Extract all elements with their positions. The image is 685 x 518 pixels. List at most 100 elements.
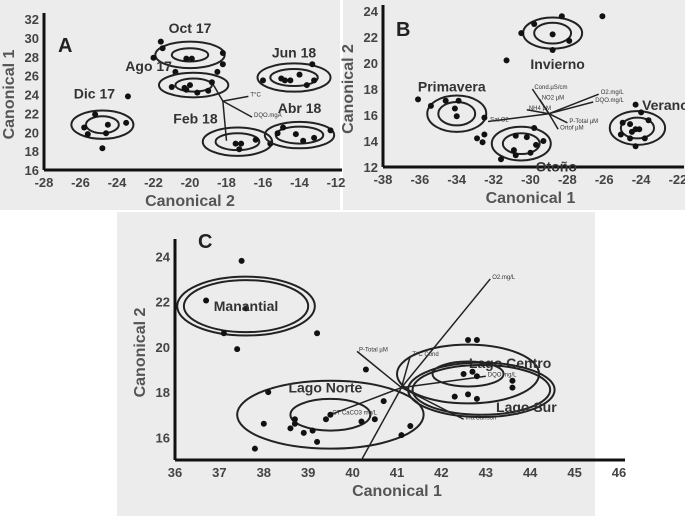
- group-label: Feb 18: [173, 111, 218, 127]
- confidence-ellipse-outer: [263, 120, 336, 150]
- data-point: [327, 411, 334, 418]
- data-point: [527, 149, 534, 156]
- vector-label: NH4 µM: [529, 106, 551, 112]
- biplot-vector: [360, 387, 403, 461]
- data-point: [124, 93, 131, 100]
- group-label: Lago Centro: [469, 355, 551, 371]
- vector-label: P-Total µM: [569, 119, 598, 125]
- confidence-ellipse-inner: [269, 68, 319, 88]
- group-label: Lago Norte: [288, 380, 362, 396]
- vector-label: O2.mg/L: [492, 275, 516, 281]
- biplot-vector: [487, 112, 550, 123]
- data-point: [599, 13, 606, 20]
- confidence-ellipse-inner: [619, 116, 656, 140]
- data-point: [291, 416, 298, 423]
- x-tick-label: 46: [612, 465, 626, 480]
- vector-label: O2.mg/L: [601, 90, 625, 96]
- data-point: [636, 126, 643, 133]
- y-tick-label: 20: [364, 56, 378, 71]
- data-point: [627, 135, 634, 142]
- data-point: [311, 77, 318, 84]
- biplot-vector: [356, 350, 402, 389]
- data-point: [159, 45, 166, 52]
- data-point: [300, 137, 307, 144]
- panel-label: B: [396, 19, 410, 41]
- y-tick-label: 24: [364, 4, 379, 19]
- data-point: [238, 257, 245, 264]
- data-point: [296, 71, 303, 78]
- data-point: [451, 393, 458, 400]
- data-point: [314, 330, 321, 337]
- x-tick-label: -26: [71, 175, 90, 190]
- group-label: Primavera: [418, 79, 486, 95]
- data-point: [453, 113, 460, 120]
- group-label: Manantial: [214, 298, 279, 314]
- data-point: [523, 134, 530, 141]
- x-tick-label: -30: [521, 172, 540, 187]
- x-tick-label: 41: [390, 465, 404, 480]
- data-point: [287, 77, 294, 84]
- y-tick-label: 20: [25, 125, 39, 140]
- x-tick-label: -28: [35, 175, 54, 190]
- confidence-ellipse-inner: [170, 47, 210, 63]
- data-point: [99, 145, 106, 152]
- data-point: [503, 57, 510, 64]
- y-tick-label: 30: [25, 31, 39, 46]
- group-label: Oct 17: [169, 20, 212, 36]
- x-tick-label: -22: [669, 172, 685, 187]
- data-point: [415, 96, 422, 103]
- y-tick-label: 22: [364, 30, 378, 45]
- panel-c-background: [117, 212, 595, 516]
- y-tick-label: 20: [156, 340, 170, 355]
- y-tick-label: 18: [364, 82, 378, 97]
- data-point: [632, 101, 639, 108]
- vector-label: P-Total µM: [359, 347, 388, 353]
- data-point: [465, 337, 472, 344]
- data-point: [380, 398, 387, 405]
- x-tick-label: 39: [301, 465, 315, 480]
- data-point: [92, 111, 99, 118]
- vector-label: Ortof µM: [560, 125, 583, 131]
- y-tick-label: 22: [25, 106, 39, 121]
- x-tick-label: -32: [484, 172, 503, 187]
- data-point: [617, 131, 624, 138]
- x-tick-label: 45: [567, 465, 581, 480]
- x-tick-label: -22: [144, 175, 163, 190]
- x-axis-label: Canonical 1: [486, 190, 576, 207]
- x-axis-label: Canonical 1: [352, 483, 442, 500]
- data-point: [549, 31, 556, 38]
- data-point: [274, 130, 281, 137]
- data-point: [627, 121, 634, 128]
- group-label: Ago 17: [125, 58, 172, 74]
- panel-a: -28 -26 -24 -22 -20 -18 -16 -14 -12 16 18 20 22 24 26 2…: [1, 12, 345, 210]
- data-point: [641, 135, 648, 142]
- data-point: [540, 138, 547, 144]
- biplot-vector: [211, 81, 224, 102]
- panel-b-background: [343, 0, 685, 210]
- data-point: [407, 423, 414, 430]
- data-point: [510, 147, 517, 154]
- data-point: [219, 61, 226, 68]
- data-point: [549, 47, 556, 53]
- biplot-vector: [539, 98, 550, 115]
- y-tick-label: 16: [156, 430, 170, 445]
- data-point: [203, 297, 210, 304]
- data-point: [481, 131, 488, 138]
- data-point: [427, 102, 434, 109]
- confidence-ellipse-inner: [84, 115, 120, 135]
- data-point: [300, 429, 307, 436]
- confidence-ellipse-inner: [501, 132, 541, 156]
- confidence-ellipse-inner: [411, 363, 552, 416]
- biplot-vector: [526, 109, 550, 115]
- group-label: Jun 18: [272, 45, 317, 61]
- data-point: [473, 395, 480, 402]
- vector-label: Cond.µS/cm: [534, 85, 567, 91]
- confidence-ellipse-inner: [182, 279, 310, 334]
- data-point: [311, 134, 318, 141]
- data-point: [531, 125, 538, 131]
- x-tick-label: -12: [327, 175, 346, 190]
- data-point: [398, 432, 405, 439]
- y-tick-label: 26: [25, 69, 39, 84]
- data-point: [187, 82, 193, 89]
